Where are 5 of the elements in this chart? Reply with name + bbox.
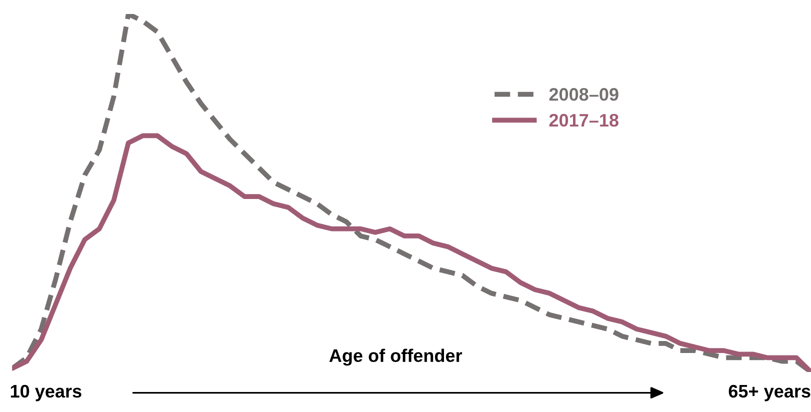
text: 10 years [10, 384, 82, 402]
text: 65+ years [728, 384, 810, 402]
x-axis-title: Age of offender [329, 348, 462, 366]
legend-label: 2008–09 [549, 88, 618, 101]
legend-label: 2017–18 [549, 114, 618, 127]
